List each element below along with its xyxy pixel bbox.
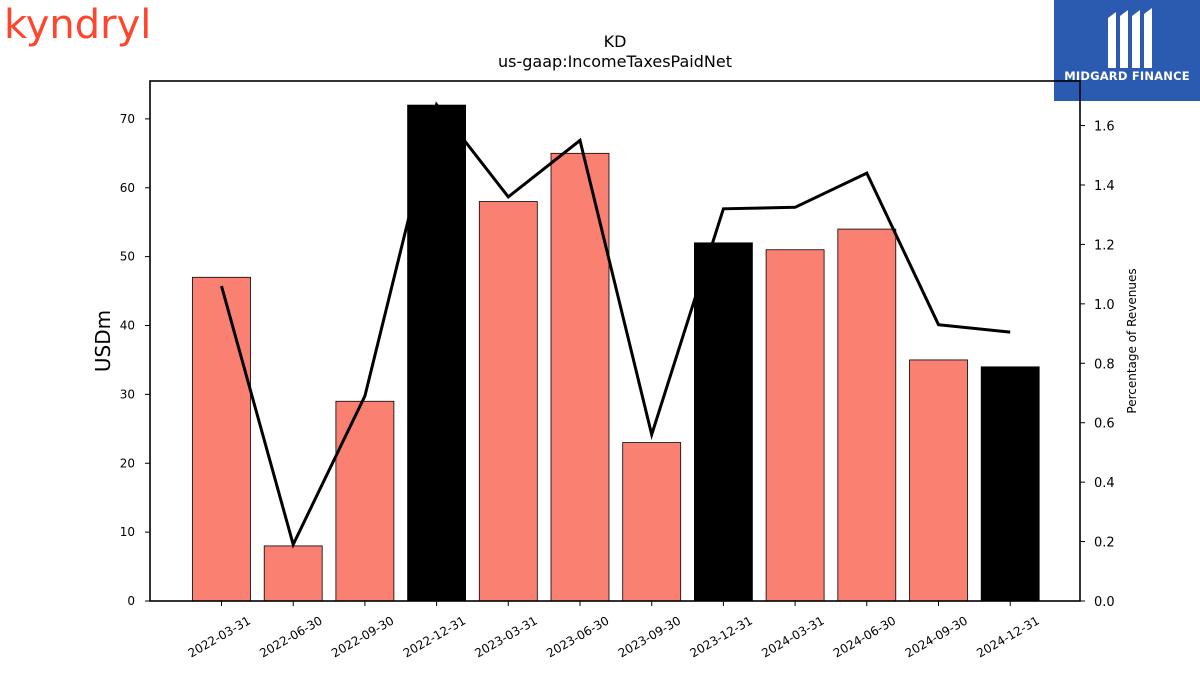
x-tick-label: 2024-03-31	[759, 613, 826, 660]
line-layer	[220, 101, 1011, 549]
midgard-finance-logo: MIDGARD FINANCE	[1054, 0, 1200, 101]
y-tick-label: 40	[120, 319, 135, 333]
y-tick-label: 10	[120, 525, 135, 539]
x-tick-label: 2022-12-31	[401, 613, 468, 660]
midgard-mark-icon	[1108, 8, 1152, 68]
bar-2022-06-30	[263, 545, 323, 602]
y2-tick-label: 1.6	[1094, 120, 1115, 135]
x-tick-label: 2022-09-30	[329, 613, 396, 660]
left-axis-ticks: 0 10 20 30 40 50 60 70	[120, 112, 150, 608]
bar-2024-03-31	[765, 249, 825, 602]
y-tick-label: 50	[120, 250, 135, 264]
bar-2024-09-30	[909, 359, 968, 602]
chart-title: KD	[603, 32, 627, 51]
bar-2022-03-31	[192, 276, 251, 602]
y-axis-label: USDm	[91, 310, 115, 372]
x-tick-label: 2023-03-31	[472, 613, 539, 660]
kyndryl-logo-text: kyndryl	[4, 2, 151, 48]
x-tick-label: 2023-09-30	[616, 613, 683, 660]
bars-layer	[192, 104, 1040, 602]
y-tick-label: 60	[120, 181, 135, 195]
bar-2022-12-31	[407, 104, 467, 602]
bar-2023-12-31	[694, 242, 753, 602]
chart-title-block: KD us-gaap:IncomeTaxesPaidNet	[415, 32, 815, 72]
x-tick-label: 2022-03-31	[186, 613, 253, 660]
bar-2024-06-30	[837, 228, 897, 602]
x-tick-label: 2024-09-30	[903, 613, 970, 660]
bar-2023-03-31	[478, 201, 538, 602]
y-tick-label: 0	[127, 594, 135, 608]
kyndryl-logo: kyndryl	[4, 2, 151, 48]
y2-tick-label: 0.0	[1094, 595, 1115, 610]
y2-tick-label: 1.2	[1094, 238, 1115, 253]
y-tick-label: 70	[120, 112, 135, 126]
bar-2024-12-31	[980, 366, 1040, 602]
y2-tick-label: 1.0	[1094, 298, 1115, 313]
bar-2022-09-30	[335, 400, 395, 602]
y2-tick-label: 0.8	[1094, 357, 1115, 372]
x-tick-label: 2023-06-30	[544, 613, 611, 660]
y2-tick-label: 0.4	[1094, 476, 1115, 491]
percentage-of-revenues-line	[220, 101, 1011, 549]
x-tick-label: 2024-12-31	[974, 613, 1041, 660]
bar-2023-06-30	[550, 152, 610, 602]
x-axis-ticks: 2022-03-31 2022-06-30 2022-09-30 2022-12-31…	[186, 601, 1042, 660]
y-tick-label: 30	[120, 387, 135, 401]
right-axis-ticks: 0.0 0.2 0.4 0.6 0.8 1.0 1.2 1.4 1.6	[1080, 120, 1115, 610]
x-tick-label: 2022-06-30	[257, 613, 324, 660]
bar-2023-09-30	[622, 442, 682, 602]
y2-tick-label: 0.2	[1094, 536, 1115, 551]
x-tick-label: 2024-06-30	[831, 613, 898, 660]
chart-subtitle: us-gaap:IncomeTaxesPaidNet	[498, 52, 732, 71]
x-tick-label: 2023-12-31	[687, 613, 754, 660]
midgard-logo-text: MIDGARD FINANCE	[1064, 69, 1190, 83]
y-tick-label: 20	[120, 456, 135, 470]
y2-tick-label: 0.6	[1094, 417, 1115, 432]
y2-tick-label: 1.4	[1094, 179, 1115, 194]
plot-frame	[149, 80, 1081, 602]
y2-axis-label: Percentage of Revenues	[1125, 268, 1139, 413]
